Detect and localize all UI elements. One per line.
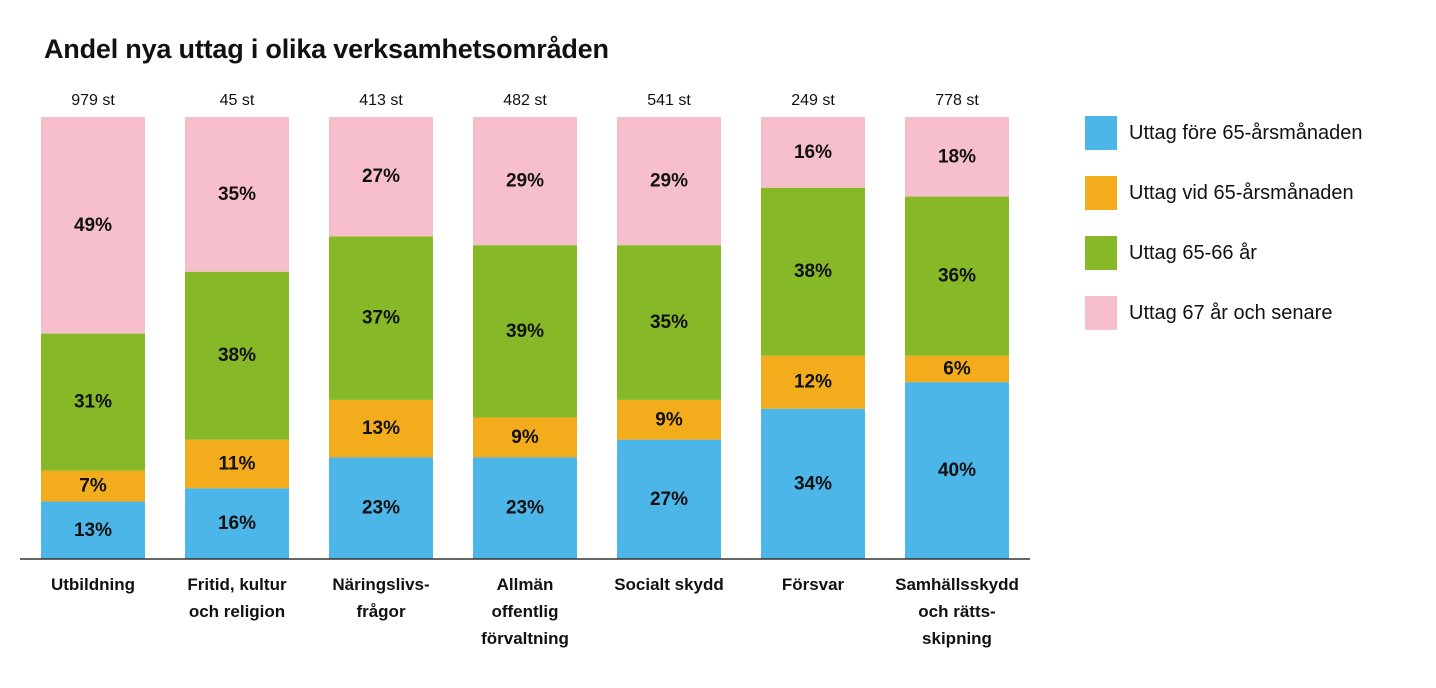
bar-segment	[761, 408, 865, 559]
category-label: Fritid, kultur och religion	[187, 575, 287, 621]
legend-item: Uttag vid 65-årsmånaden	[1085, 176, 1362, 210]
legend-label: Uttag vid 65-årsmånaden	[1129, 181, 1354, 204]
category-label: Allmän offentlig förvaltning	[481, 575, 569, 648]
segment-value-label: 29%	[650, 171, 688, 192]
count-label: 482 st	[503, 92, 547, 109]
count-label: 249 st	[791, 92, 835, 109]
bar-segment	[905, 382, 1009, 559]
count-label: 979 st	[71, 92, 115, 109]
bar-segment	[185, 271, 289, 440]
segment-value-label: 38%	[794, 261, 832, 282]
legend-swatch	[1085, 296, 1117, 330]
segment-value-label: 12%	[794, 372, 832, 393]
bar-segment	[329, 117, 433, 237]
bar-segment	[41, 501, 145, 559]
category-label: Utbildning	[51, 575, 135, 594]
bar-segment	[185, 117, 289, 272]
legend-swatch	[1085, 236, 1117, 270]
bar-segment	[473, 245, 577, 418]
bar-segment	[185, 488, 289, 559]
bar-segment	[41, 470, 145, 502]
segment-value-label: 13%	[74, 520, 112, 541]
bar-segment	[185, 439, 289, 489]
segment-value-label: 11%	[219, 453, 256, 474]
count-label: 413 st	[359, 92, 403, 109]
segment-value-label: 9%	[511, 427, 539, 448]
bar-segment	[329, 399, 433, 458]
count-label: 778 st	[935, 92, 979, 109]
segment-value-label: 18%	[938, 146, 976, 167]
bar-segment	[617, 399, 721, 440]
count-label: 45 st	[220, 92, 255, 109]
bar-segment	[617, 117, 721, 246]
segment-value-label: 31%	[74, 392, 112, 413]
segment-value-label: 49%	[74, 215, 112, 236]
segment-value-label: 37%	[362, 308, 400, 329]
segment-value-label: 29%	[506, 171, 544, 192]
segment-value-label: 27%	[362, 166, 400, 187]
bar-segment	[329, 236, 433, 400]
legend-swatch	[1085, 176, 1117, 210]
bar-segment	[761, 355, 865, 409]
legend-item: Uttag före 65-årsmånaden	[1085, 116, 1362, 150]
category-label: Försvar	[782, 575, 845, 594]
segment-value-label: 27%	[650, 489, 688, 510]
bar-segment	[41, 333, 145, 471]
labels-layer: 13% 7% 31% 49% 979 st Utbildning 16% 11% 38% 35% 4…	[51, 92, 1019, 648]
legend: Uttag före 65-årsmånaden Uttag vid 65-års…	[1085, 116, 1362, 356]
bar-segment	[905, 196, 1009, 356]
segment-value-label: 7%	[79, 476, 107, 497]
bar-segment	[761, 117, 865, 188]
segment-value-label: 9%	[655, 409, 683, 430]
segment-value-label: 35%	[650, 312, 688, 333]
segment-value-label: 6%	[943, 358, 971, 379]
category-label: Näringslivs-frågor	[332, 575, 429, 621]
bar-segment	[905, 117, 1009, 197]
segment-value-label: 13%	[362, 418, 400, 439]
legend-item: Uttag 67 år och senare	[1085, 296, 1362, 330]
segment-value-label: 23%	[362, 498, 400, 519]
legend-item: Uttag 65-66 år	[1085, 236, 1362, 270]
legend-label: Uttag 65-66 år	[1129, 241, 1257, 264]
segment-value-label: 16%	[794, 142, 832, 163]
stacked-bar-chart: 13% 7% 31% 49% 979 st Utbildning 16% 11% 38% 35% 4…	[20, 92, 1030, 648]
segment-value-label: 38%	[218, 345, 256, 366]
bar-segment	[473, 457, 577, 559]
legend-label: Uttag 67 år och senare	[1129, 301, 1333, 324]
count-label: 541 st	[647, 92, 691, 109]
bar-segment	[617, 439, 721, 559]
category-label: Samhällsskydd och rätts-skipning	[895, 575, 1019, 648]
segment-value-label: 39%	[506, 321, 544, 342]
category-label: Socialt skydd	[614, 575, 724, 594]
segment-value-label: 36%	[938, 266, 976, 287]
legend-label: Uttag före 65-årsmånaden	[1129, 121, 1363, 144]
bars-layer	[41, 117, 1009, 559]
segment-value-label: 16%	[218, 513, 256, 534]
bar-segment	[473, 117, 577, 246]
bar-segment	[329, 457, 433, 559]
segment-value-label: 35%	[218, 184, 256, 205]
segment-value-label: 40%	[938, 460, 976, 481]
bar-segment	[761, 187, 865, 356]
bar-segment	[617, 245, 721, 400]
chart-title: Andel nya uttag i olika verksamhetsområd…	[44, 34, 609, 64]
segment-value-label: 23%	[506, 498, 544, 519]
bar-segment	[473, 417, 577, 458]
legend-swatch	[1085, 116, 1117, 150]
segment-value-label: 34%	[794, 473, 832, 494]
bar-segment	[41, 117, 145, 334]
bar-segment	[905, 355, 1009, 383]
